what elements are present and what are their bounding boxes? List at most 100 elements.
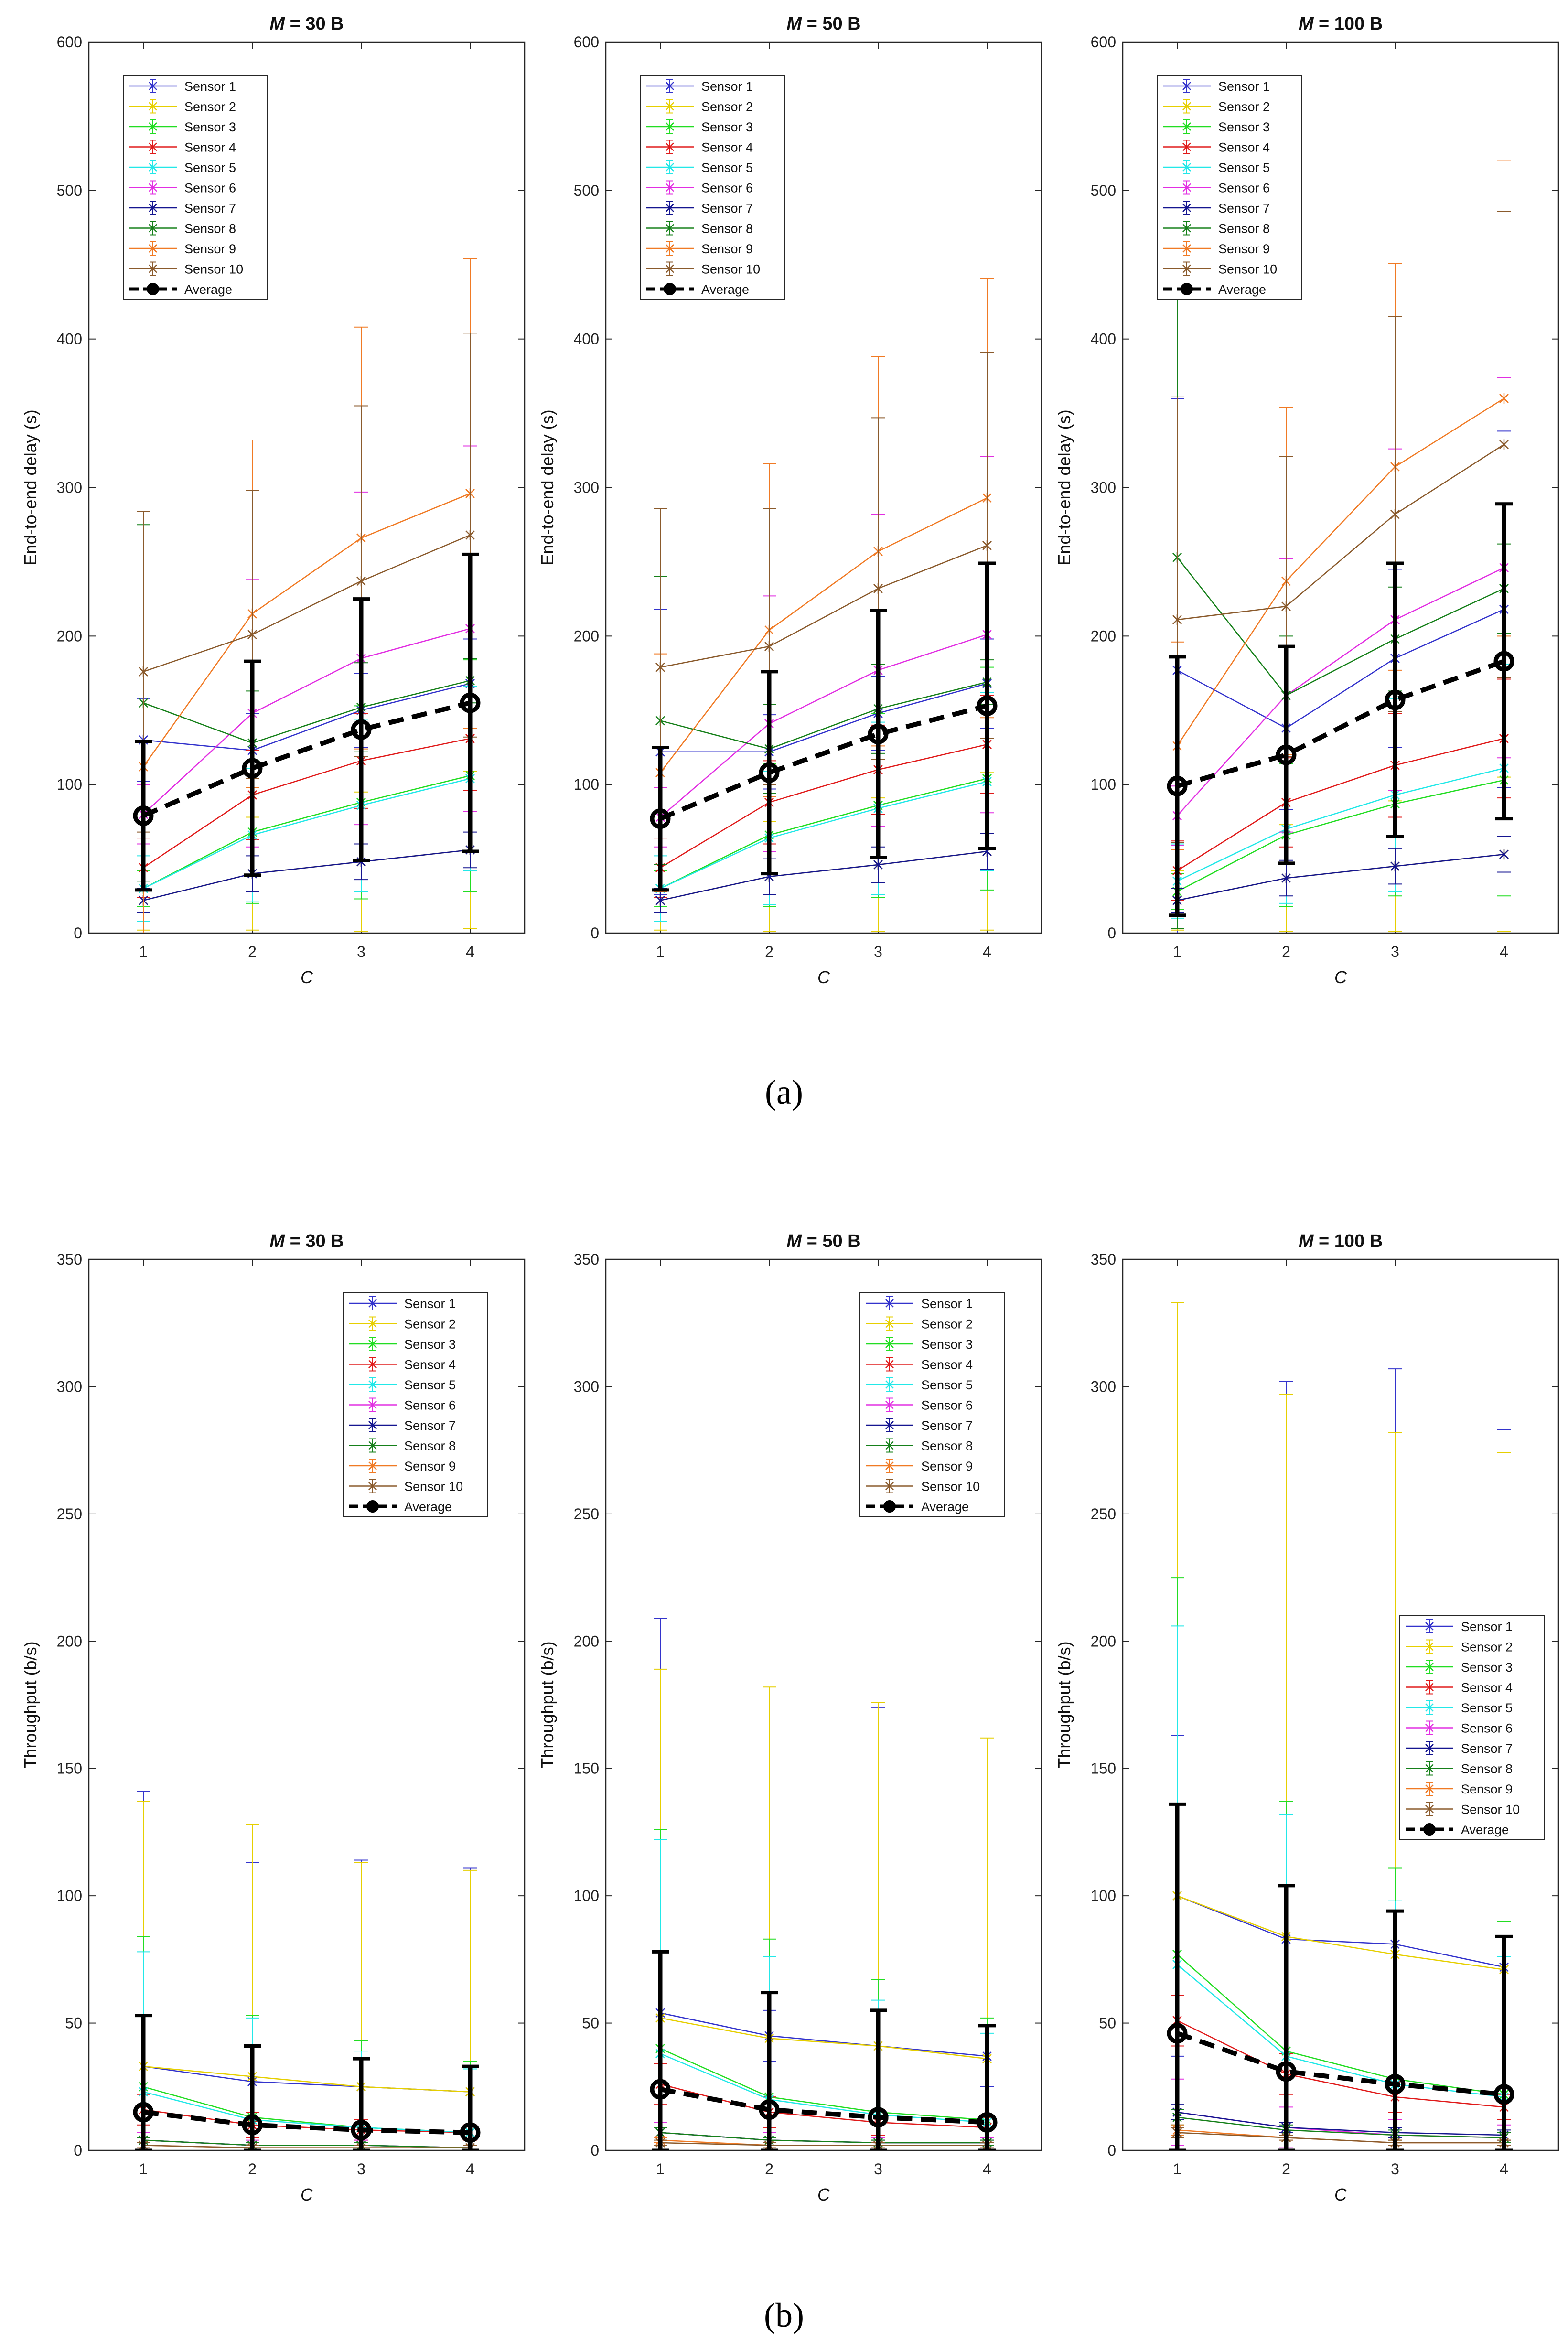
legend-entry-sensor-2: Sensor 2 xyxy=(866,1316,973,1332)
y-tick-label: 500 xyxy=(574,182,599,199)
legend-label: Average xyxy=(184,282,232,297)
series-line xyxy=(660,850,988,901)
data-point xyxy=(650,808,671,829)
legend-label: Average xyxy=(404,1500,452,1514)
series-line xyxy=(1177,1954,1504,2095)
legend-label: Average xyxy=(1461,1823,1509,1837)
legend-label: Sensor 6 xyxy=(1461,1721,1513,1736)
legend-label: Sensor 2 xyxy=(1461,1640,1513,1654)
legend-entry-sensor-1: Sensor 1 xyxy=(349,1296,456,1311)
series-sensor-10 xyxy=(137,333,477,833)
series-line xyxy=(1176,397,1504,747)
legend-entry-sensor-3: Sensor 3 xyxy=(866,1337,973,1352)
legend-label: Sensor 10 xyxy=(701,262,760,277)
y-tick-label: 200 xyxy=(574,1632,599,1650)
y-tick-label: 0 xyxy=(1107,924,1116,942)
data-point xyxy=(655,662,665,673)
legend-entry-sensor-4: Sensor 4 xyxy=(1406,1680,1513,1695)
series-line xyxy=(1177,1895,1504,1968)
series-sensor-1 xyxy=(654,1618,994,2150)
chart-panel-1: M = 30 B 0 100 200 300 400 500 600 1 2 3 4 C End-to-e… xyxy=(21,14,526,987)
series-line xyxy=(1177,2132,1504,2144)
series-sensor-8 xyxy=(137,524,477,882)
y-tick-label: 250 xyxy=(1091,1505,1116,1523)
data-point xyxy=(1493,651,1514,672)
x-tick-label: 1 xyxy=(656,943,665,960)
x-tick-label: 2 xyxy=(1282,943,1290,960)
legend-entry-sensor-8: Sensor 8 xyxy=(1406,1761,1513,1776)
series-line xyxy=(660,545,988,668)
series-line xyxy=(1177,854,1504,901)
series-sensor-4 xyxy=(654,2063,994,2138)
x-axis-label: C xyxy=(817,2185,830,2204)
series-line xyxy=(143,2065,471,2093)
data-point xyxy=(982,540,992,551)
y-tick-label: 100 xyxy=(574,776,599,793)
legend-label: Sensor 2 xyxy=(404,1317,456,1332)
series-line xyxy=(660,2087,988,2125)
y-tick-label: 600 xyxy=(57,33,82,51)
x-tick-label: 2 xyxy=(765,2160,773,2178)
legend-label: Sensor 4 xyxy=(1461,1681,1513,1695)
data-point xyxy=(1276,744,1297,765)
series-line xyxy=(143,628,471,815)
legend-entry-sensor-8: Sensor 8 xyxy=(866,1438,973,1453)
legend-entry-sensor-10: Sensor 10 xyxy=(646,261,760,277)
legend-entry-sensor-1: Sensor 1 xyxy=(129,79,236,94)
x-tick-label: 2 xyxy=(1282,2160,1290,2178)
series-line xyxy=(1177,779,1504,892)
x-tick-label: 1 xyxy=(139,2160,148,2178)
data-point xyxy=(1499,439,1509,450)
series-sensor-10 xyxy=(654,2137,994,2150)
legend-label: Sensor 1 xyxy=(184,79,236,94)
legend-entry-sensor-2: Sensor 2 xyxy=(646,99,753,114)
legend-entry-sensor-5: Sensor 5 xyxy=(1406,1700,1513,1715)
subfigure-label-a: (a) xyxy=(765,1073,803,1111)
chart-title: M = 30 B xyxy=(269,14,344,34)
x-axis-label: C xyxy=(301,967,313,987)
legend-label: Sensor 3 xyxy=(404,1337,456,1352)
legend-label: Sensor 10 xyxy=(1218,262,1277,277)
legend-entry-sensor-8: Sensor 8 xyxy=(129,221,236,236)
legend-label: Sensor 5 xyxy=(404,1378,456,1392)
x-tick-label: 4 xyxy=(466,2160,474,2178)
chart-title: M = 100 B xyxy=(1299,14,1383,34)
x-tick-label: 3 xyxy=(357,2160,365,2178)
data-point xyxy=(242,2115,263,2136)
y-tick-label: 50 xyxy=(1099,2015,1116,2032)
series-sensor-4 xyxy=(1171,1994,1511,2121)
y-axis-label: End-to-end delay (s) xyxy=(537,409,557,565)
legend-entry-sensor-5: Sensor 5 xyxy=(646,160,753,175)
legend-entry-sensor-9: Sensor 9 xyxy=(1163,241,1270,256)
legend-entry-sensor-8: Sensor 8 xyxy=(349,1438,456,1453)
legend-entry-sensor-9: Sensor 9 xyxy=(349,1459,456,1473)
legend-label: Sensor 7 xyxy=(1218,201,1270,215)
legend-label: Sensor 3 xyxy=(921,1337,973,1352)
chart-panel-2: M = 50 B 0 100 200 300 400 500 600 1 2 3 4 C End-to-e… xyxy=(537,14,1042,987)
series-line xyxy=(143,2065,471,2093)
y-tick-label: 150 xyxy=(1091,1760,1116,1777)
series-line xyxy=(1177,609,1504,729)
data-point xyxy=(1385,689,1406,710)
y-tick-label: 200 xyxy=(574,627,599,644)
series-line xyxy=(143,849,471,901)
series-line xyxy=(1177,767,1504,882)
data-point xyxy=(873,583,883,594)
series-line xyxy=(143,849,471,901)
legend-label: Sensor 4 xyxy=(404,1358,456,1372)
legend: Sensor 1 Sensor 2 Sensor 3 Sensor 4 Sensor 5… xyxy=(859,1292,1005,1517)
series-line xyxy=(660,683,988,753)
series-line xyxy=(143,683,471,751)
legend-entry-average: Average xyxy=(1163,282,1266,297)
y-tick-label: 150 xyxy=(574,1760,599,1777)
chart-title: M = 50 B xyxy=(786,14,860,34)
legend: Sensor 1 Sensor 2 Sensor 3 Sensor 4 Sensor 5… xyxy=(1157,75,1302,300)
series-sensor-5 xyxy=(654,692,994,922)
series-line xyxy=(660,681,988,750)
legend-label: Sensor 7 xyxy=(1461,1741,1513,1756)
legend-label: Sensor 4 xyxy=(701,140,753,155)
x-tick-label: 4 xyxy=(983,2160,991,2178)
series-sensor-10 xyxy=(1171,211,1511,843)
legend-label: Average xyxy=(701,282,749,297)
series-sensor-3 xyxy=(137,659,477,907)
